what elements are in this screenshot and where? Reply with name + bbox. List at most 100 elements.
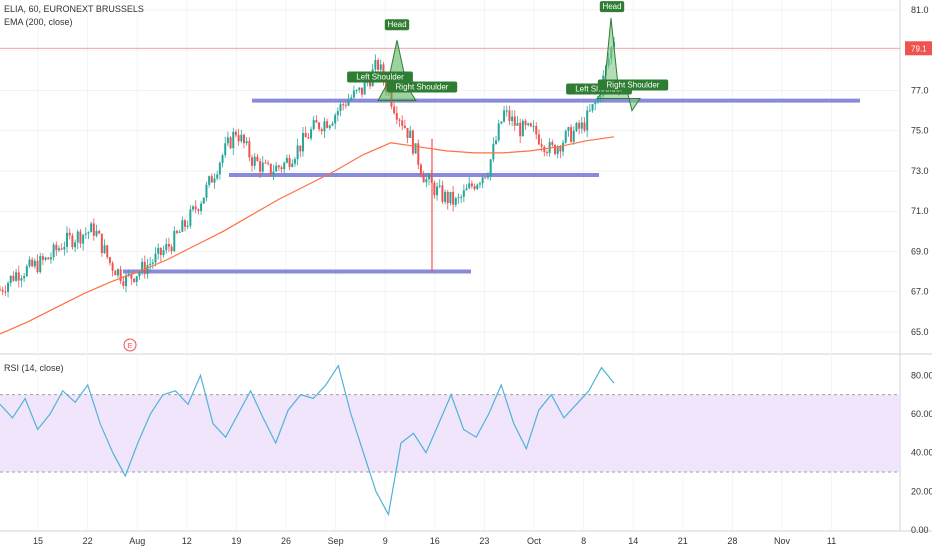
candle-body — [331, 123, 334, 126]
candle-body — [556, 146, 559, 155]
candle-body — [133, 278, 136, 282]
time-tick-label: 11 — [827, 536, 836, 546]
candle-body — [497, 123, 500, 141]
candle-body — [92, 223, 95, 236]
time-tick-label: 16 — [430, 536, 440, 546]
candle-body — [41, 256, 44, 260]
candle-body — [438, 185, 441, 187]
candle-body — [307, 137, 310, 139]
rsi-legend: RSI (14, close) — [4, 363, 64, 373]
candle-body — [352, 90, 355, 98]
pattern-label: Right Shoulder — [396, 83, 449, 92]
candle-body — [484, 177, 487, 179]
candle-body — [291, 163, 294, 167]
candle-body — [175, 230, 178, 233]
rsi-pane — [0, 364, 900, 517]
candle-body — [90, 223, 93, 233]
candle-body — [125, 275, 128, 286]
time-tick-label: 21 — [678, 536, 688, 546]
time-tick-label: 19 — [231, 536, 241, 546]
candle-body — [9, 275, 12, 284]
candle-body — [374, 60, 377, 70]
candle-body — [334, 115, 337, 124]
axes: 81.079.077.075.073.071.069.067.065.01522… — [33, 5, 932, 546]
candle-body — [49, 257, 52, 260]
candle-body — [159, 247, 162, 256]
candle-body — [537, 134, 540, 145]
candle-body — [55, 244, 58, 251]
candle-body — [559, 146, 562, 152]
candle-body — [275, 165, 278, 172]
candle-body — [519, 122, 522, 137]
candle-body — [111, 263, 114, 271]
candle-body — [395, 113, 398, 120]
candle-body — [28, 259, 31, 267]
candle-body — [95, 230, 98, 236]
candle-body — [419, 164, 422, 175]
candle-body — [106, 245, 109, 258]
candle-body — [135, 276, 138, 282]
price-tick-label: 69.0 — [911, 246, 929, 256]
candle-body — [74, 242, 77, 248]
candle-body — [17, 272, 20, 281]
candle-body — [108, 257, 111, 264]
candle-body — [218, 162, 221, 175]
candle-body — [114, 270, 117, 276]
candle-body — [336, 111, 339, 116]
candle-body — [369, 81, 372, 87]
candle-body — [436, 186, 439, 196]
candle-body — [339, 104, 342, 112]
candle-body — [575, 122, 578, 131]
time-tick-label: 9 — [383, 536, 388, 546]
candle-body — [25, 266, 28, 276]
candle-body — [200, 203, 203, 212]
candle-body — [594, 102, 597, 105]
candle-body — [52, 244, 55, 258]
ema-line — [0, 136, 615, 335]
current-price-tag — [905, 41, 932, 56]
candle-body — [210, 176, 213, 183]
candle-body — [237, 135, 240, 142]
candle-body — [425, 179, 428, 183]
candle-body — [12, 275, 15, 281]
candle-body — [229, 137, 232, 149]
candle-body — [127, 273, 130, 276]
price-tick-label: 67.0 — [911, 287, 929, 297]
time-tick-label: 8 — [581, 536, 586, 546]
candle-body — [216, 174, 219, 179]
candle-body — [0, 289, 1, 291]
candle-body — [570, 127, 573, 142]
candle-body — [149, 263, 152, 266]
time-tick-label: 15 — [33, 536, 43, 546]
candle-body — [564, 130, 567, 143]
candle-body — [301, 132, 304, 152]
candle-body — [245, 141, 248, 144]
candle-body — [320, 129, 323, 132]
candle-body — [478, 183, 481, 185]
candle-body — [513, 116, 516, 126]
candle-body — [521, 120, 524, 137]
candle-body — [7, 283, 10, 292]
price-tick-label: 81.0 — [911, 5, 929, 15]
candle-body — [578, 122, 581, 129]
candle-body — [468, 183, 471, 189]
candle-body — [446, 191, 449, 204]
candle-body — [272, 171, 275, 175]
candles — [0, 37, 615, 298]
candle-body — [567, 127, 570, 131]
time-tick-label: Sep — [328, 536, 344, 546]
candle-body — [417, 143, 420, 165]
candle-body — [71, 235, 74, 248]
pattern-label-bg — [384, 19, 410, 31]
candle-body — [186, 225, 189, 227]
time-tick-label: 22 — [83, 536, 93, 546]
candle-body — [503, 110, 506, 122]
candle-body — [170, 246, 173, 252]
candle-body — [39, 256, 42, 273]
candle-body — [154, 253, 157, 263]
candle-body — [495, 140, 498, 144]
candle-body — [224, 143, 227, 156]
candle-body — [554, 144, 557, 155]
candle-body — [516, 122, 519, 126]
